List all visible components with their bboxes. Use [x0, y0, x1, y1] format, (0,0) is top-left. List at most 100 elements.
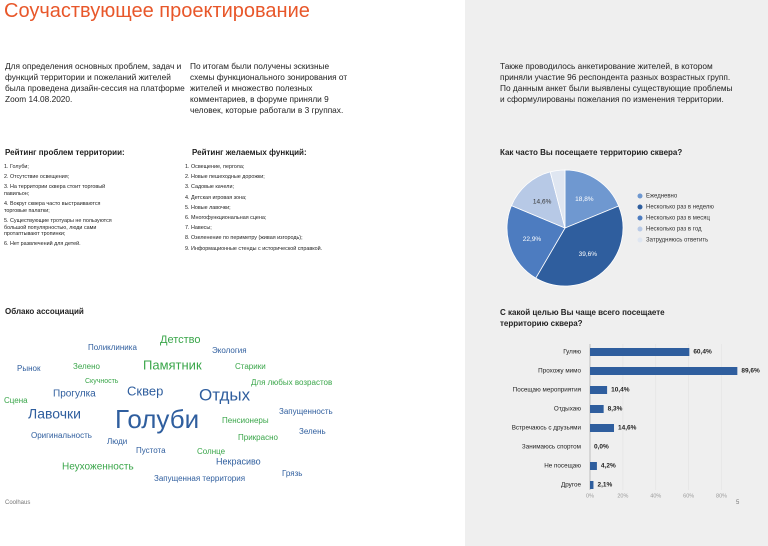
- pie-slice: [564, 169, 620, 229]
- list: 1. Освещение, пергола; 2. Новые пешеходны…: [185, 164, 385, 256]
- x-tick-label: 60%: [683, 493, 694, 499]
- cloud-word: Прогулка: [53, 389, 96, 400]
- cloud-word: Поликлиника: [88, 343, 137, 352]
- list-item: 5. Существующие тротуары не пользуются б…: [4, 217, 112, 238]
- list-item: 6. Многофункциональная сцена;: [185, 214, 267, 221]
- paragraph: Также проводилось анкетирование жителей,…: [500, 61, 733, 104]
- chart-title: С какой целью Вы чаще всего посещаете те…: [500, 308, 665, 328]
- data-label: 10,4%: [611, 387, 630, 394]
- data-label: 4,2%: [601, 463, 616, 470]
- data-label: 0,0%: [594, 444, 609, 451]
- list-item: 3. На территории сквера стоит торговый п…: [4, 184, 106, 197]
- page-number: 5: [736, 500, 740, 506]
- cloud-word: Запущенная территория: [154, 474, 245, 483]
- data-label: 18,8%: [575, 196, 594, 203]
- category-label: Прохожу мимо: [538, 368, 581, 375]
- cloud-word: Старики: [235, 362, 266, 371]
- list-item: 2. Новые пешеходные дорожки;: [185, 174, 265, 181]
- title: Соучаствующее проектирование: [4, 0, 310, 22]
- cloud-word: Скучность: [85, 378, 119, 385]
- legend-swatch: [637, 204, 643, 210]
- cloud-word: Голуби: [115, 404, 199, 434]
- category-label: Не посещаю: [544, 463, 581, 470]
- cloud-word: Пенсионеры: [222, 416, 269, 425]
- legend-swatch: [637, 237, 643, 243]
- cloud-word: Прикрасно: [238, 433, 278, 442]
- list-title: Рейтинг желаемых функций:: [192, 148, 307, 157]
- chart-title: Как часто Вы посещаете территорию сквера…: [500, 148, 683, 157]
- list-item: 9. Информационные стенды с исторической …: [185, 245, 323, 252]
- legend-label: Ежедневно: [646, 194, 678, 200]
- cloud-word: Отдых: [199, 385, 251, 404]
- category-label: Встречаюсь с друзьями: [512, 425, 582, 432]
- bar: [590, 481, 594, 489]
- category-label: Занимаюсь спортом: [522, 444, 581, 451]
- legend-label: Затрудняюсь ответить: [646, 238, 708, 244]
- category-label: Отдыхаю: [554, 406, 581, 413]
- cloud-word: Памятник: [143, 357, 202, 372]
- x-tick-label: 20%: [617, 493, 628, 499]
- paragraph: По итогам были получены эскизные схемы ф…: [190, 61, 348, 115]
- list-item: 3. Садовые качели;: [185, 184, 234, 191]
- list: 1. Голуби; 2. Отсутствие освещения; 3. На …: [4, 164, 124, 252]
- list-item: 5. Новые лавочки;: [185, 204, 231, 211]
- list-item: 1. Освещение, пергола;: [185, 164, 245, 170]
- data-label: 60,4%: [693, 349, 712, 356]
- legend-swatch: [637, 215, 643, 221]
- pie-slice: [535, 205, 624, 287]
- list-item: 6. Нет развлечений для детей.: [4, 241, 81, 248]
- list-item: 4. Вокруг сквера часто выстраиваются тор…: [4, 201, 101, 214]
- cloud-word: Сквер: [127, 383, 163, 398]
- pie-slice: [510, 171, 566, 229]
- legend-label: Несколько раз в год: [646, 227, 702, 233]
- right-panel: [465, 0, 768, 546]
- legend-label: Несколько раз в неделю: [646, 205, 714, 211]
- cloud-word: Рынок: [17, 364, 41, 373]
- cloud-word: Люди: [107, 437, 127, 446]
- cloud-word: Неухоженность: [62, 462, 134, 473]
- pie-slice: [549, 169, 566, 229]
- category-label: Посещаю мероприятия: [513, 387, 581, 394]
- data-label: 39,6%: [579, 251, 598, 258]
- cloud-word: Пустота: [136, 446, 166, 455]
- bar: [590, 424, 615, 432]
- list-item: 8. Озеленение по периметру (живая изгоро…: [185, 235, 303, 242]
- list-item: 1. Голуби;: [4, 164, 29, 170]
- cloud-word: Лавочки: [28, 406, 81, 422]
- data-label: 2,1%: [597, 482, 612, 489]
- x-tick-label: 80%: [716, 493, 727, 499]
- data-label: 8,3%: [608, 406, 623, 413]
- data-label: 22,9%: [523, 236, 542, 243]
- data-label: 89,6%: [741, 368, 760, 375]
- cloud-word: Зелено: [73, 362, 101, 371]
- list-title: Рейтинг проблем территории:: [5, 148, 125, 157]
- list-item: 4. Детская игровая зона;: [185, 194, 247, 201]
- cloud-word: Зелень: [299, 427, 326, 436]
- x-tick-label: 40%: [650, 493, 661, 499]
- cloud-title: Облако ассоциаций: [5, 307, 84, 316]
- pie-slice: [506, 205, 566, 279]
- cloud-word: Некрасиво: [216, 456, 261, 466]
- list-item: 7. Навесы;: [185, 225, 212, 232]
- paragraph: Для определения основных проблем, задач …: [5, 61, 185, 104]
- cloud-word: Грязь: [282, 469, 302, 478]
- x-tick-label: 0%: [586, 493, 594, 499]
- legend-swatch: [637, 226, 643, 232]
- category-label: Гуляю: [563, 349, 581, 356]
- cloud-word: Оригинальность: [31, 431, 92, 440]
- cloud-word: Сцена: [4, 396, 28, 405]
- bar: [590, 348, 690, 356]
- bar: [590, 386, 608, 394]
- list-item: 2. Отсутствие освещения;: [4, 174, 70, 181]
- cloud-word: Детство: [160, 334, 201, 346]
- bar: [590, 462, 597, 470]
- cloud-word: Запущенность: [279, 407, 333, 416]
- bar: [590, 405, 604, 413]
- cloud-word: Для любых возрастов: [251, 378, 332, 387]
- cloud-word: Экология: [212, 346, 247, 355]
- bar: [590, 367, 738, 375]
- data-label: 14,6%: [618, 425, 637, 432]
- cloud-word: Солнце: [197, 447, 226, 456]
